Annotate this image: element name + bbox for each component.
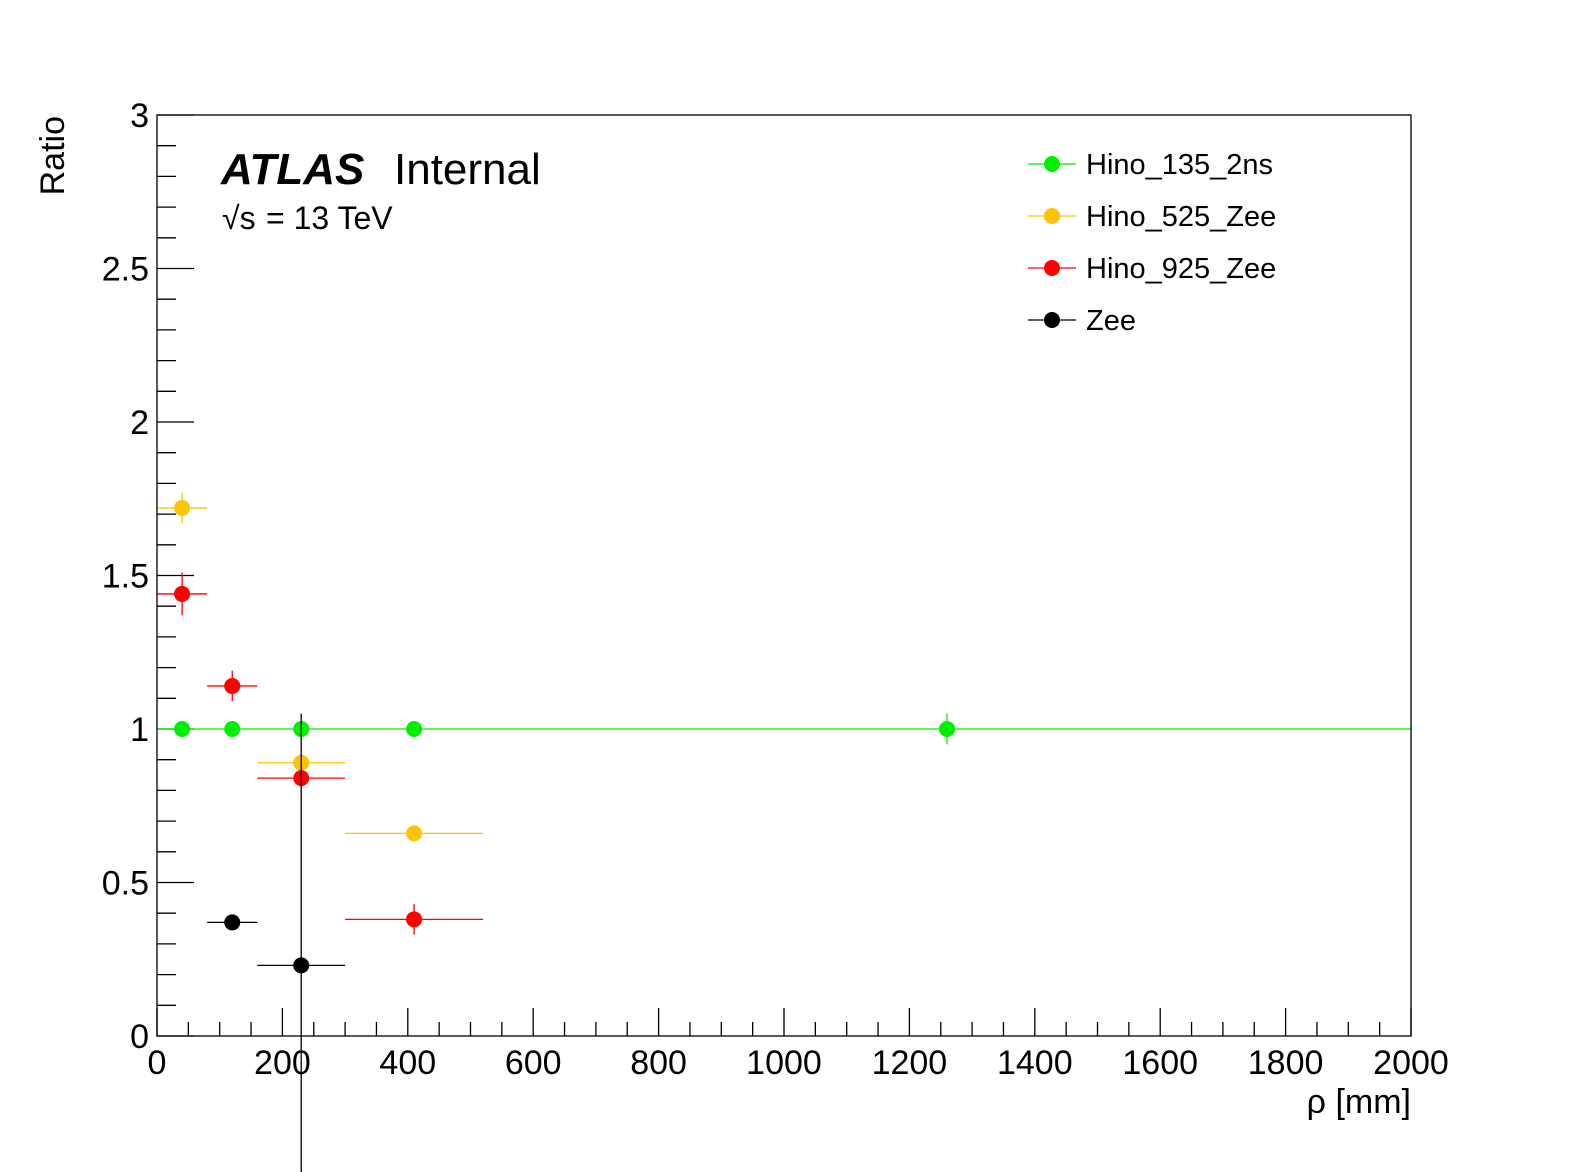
legend-entry-hino-525: Hino_525_Zee — [1028, 201, 1276, 233]
energy-value-label: = 13 TeV — [266, 200, 393, 236]
y-tick-label: 1 — [130, 711, 149, 749]
y-tick-label: 2.5 — [102, 251, 149, 289]
x-tick-label: 2000 — [1373, 1044, 1449, 1082]
legend-label-hino-525: Hino_525_Zee — [1086, 201, 1276, 233]
y-axis-title: Ratio — [34, 116, 72, 195]
legend-entry-hino-135: Hino_135_2ns — [1028, 149, 1273, 181]
y-tick-label: 1.5 — [102, 558, 149, 596]
tick-labels: 0 200 400 600 800 1000 1200 1400 1600 1800 2000 0 0.… — [102, 97, 1449, 1082]
x-tick-label: 200 — [254, 1044, 311, 1082]
data-point — [174, 721, 191, 737]
axis-ticks — [156, 114, 1412, 1037]
x-tick-label: 1600 — [1122, 1044, 1198, 1082]
data-point — [224, 914, 241, 931]
data-marks — [157, 492, 1411, 1172]
x-tick-label: 1200 — [872, 1044, 948, 1082]
legend-marker-hino-525 — [1044, 208, 1060, 224]
atlas-status-label: Internal — [394, 145, 541, 194]
y-tick-label: 2 — [130, 404, 149, 442]
legend-entry-zee: Zee — [1028, 305, 1136, 337]
series-Hino_925_Zee — [157, 572, 484, 935]
series-Zee — [207, 713, 346, 1172]
data-point — [406, 825, 423, 842]
x-tick-label: 1000 — [746, 1044, 822, 1082]
x-tick-label: 600 — [505, 1044, 562, 1082]
legend: Hino_135_2ns Hino_525_Zee Hino_925_Zee Z… — [1028, 149, 1276, 337]
data-point — [939, 721, 956, 737]
legend-label-hino-925: Hino_925_Zee — [1086, 253, 1276, 285]
y-tick-label: 3 — [130, 97, 149, 135]
legend-label-hino-135: Hino_135_2ns — [1086, 149, 1273, 181]
legend-marker-hino-925 — [1044, 260, 1060, 276]
series-Hino_135_2ns — [157, 713, 1411, 745]
x-tick-label: 400 — [379, 1044, 436, 1082]
data-point — [224, 721, 241, 737]
atlas-label: ATLAS — [220, 145, 364, 194]
legend-entry-hino-925: Hino_925_Zee — [1028, 253, 1276, 285]
x-tick-label: 800 — [630, 1044, 687, 1082]
y-tick-label: 0.5 — [102, 865, 149, 903]
plot-frame — [156, 114, 1412, 1037]
legend-label-zee: Zee — [1086, 305, 1136, 337]
data-point — [293, 957, 310, 974]
x-axis-title: ρ [mm] — [1307, 1083, 1411, 1121]
x-tick-label: 0 — [148, 1044, 167, 1082]
energy-sqrt-label: √s — [222, 200, 256, 236]
y-tick-label: 0 — [130, 1018, 149, 1056]
series-Hino_525_Zee — [157, 492, 484, 842]
data-point — [224, 678, 241, 695]
legend-marker-zee — [1044, 312, 1060, 328]
legend-marker-hino-135 — [1044, 156, 1060, 172]
data-point — [174, 499, 191, 516]
x-tick-label: 1800 — [1248, 1044, 1324, 1082]
x-tick-label: 1400 — [997, 1044, 1073, 1082]
data-point — [174, 585, 191, 602]
data-point — [406, 721, 423, 737]
data-point — [406, 911, 423, 928]
